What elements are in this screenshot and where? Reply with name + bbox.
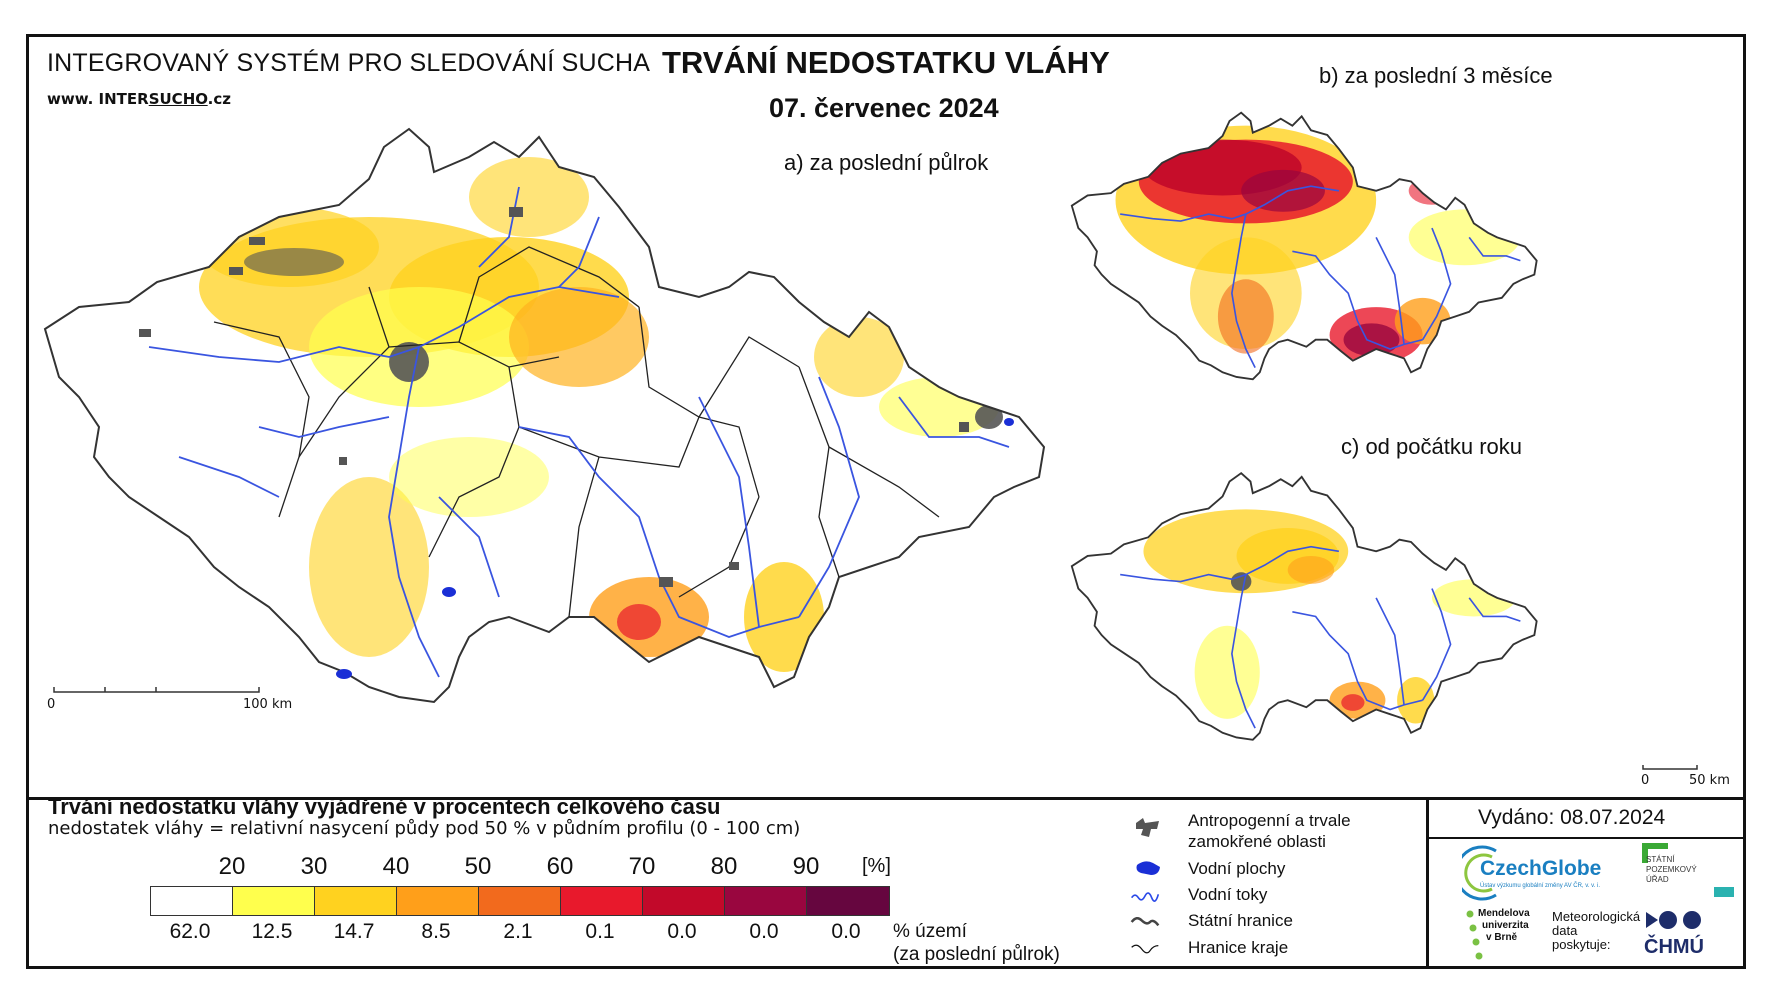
czechglobe-logo: CzechGlobe Ústav výzkumu globální změny …	[1462, 845, 1612, 905]
key-state-border: Státní hranice	[1188, 911, 1293, 930]
main-title: TRVÁNÍ NEDOSTATKU VLÁHY	[662, 45, 1110, 80]
tick-20: 20	[218, 853, 246, 880]
czechglobe-arc-icon	[1462, 845, 1497, 901]
tick-30: 30	[300, 853, 328, 880]
key-rivers: Vodní toky	[1188, 885, 1268, 904]
legend-value-4: 2.1	[503, 920, 533, 943]
date-title: 07. červenec 2024	[769, 93, 999, 123]
spu-mark-icon	[1642, 843, 1668, 863]
legend-swatch-6	[643, 887, 725, 915]
chmu-mark-icon	[1646, 911, 1701, 929]
legend-value-5: 0.1	[585, 920, 615, 943]
spu-logo: STÁTNÍ POZEMKOVÝ ÚŘAD	[1642, 843, 1742, 903]
area-label-line2: (za poslední půlrok)	[893, 944, 1060, 965]
meteo-line3: poskytuje:	[1552, 937, 1611, 952]
legend-value-2: 14.7	[333, 920, 375, 943]
scale-main-zero: 0	[47, 697, 56, 712]
web-suffix: .cz	[207, 90, 231, 108]
meteo-line2: data	[1552, 923, 1578, 938]
mendel-dots-icon	[1466, 910, 1483, 960]
legend-swatch-2	[315, 887, 397, 915]
meteo-line1: Meteorologická	[1552, 909, 1641, 924]
spu-teal-mark-icon	[1714, 887, 1734, 897]
spu-text: STÁTNÍ POZEMKOVÝ ÚŘAD	[1646, 855, 1697, 885]
tick-80: 80	[710, 853, 738, 880]
tick-50: 50	[464, 853, 492, 880]
legend-value-6: 0.0	[667, 920, 697, 943]
divider-horizontal	[29, 797, 1743, 800]
legend-swatch-0	[151, 887, 233, 915]
map-frame: INTEGROVANÝ SYSTÉM PRO SLEDOVÁNÍ SUCHA w…	[26, 34, 1746, 969]
legend-subtitle: nedostatek vláhy = relativní nasycení pů…	[48, 818, 801, 839]
spu-line2: POZEMKOVÝ	[1646, 865, 1697, 874]
key-region-border: Hranice kraje	[1188, 938, 1289, 957]
czechglobe-text: CzechGlobe	[1480, 857, 1602, 880]
legend-value-1: 12.5	[251, 920, 293, 943]
legend-swatch-8	[807, 887, 889, 915]
river-icon	[1130, 892, 1160, 902]
urban-area-icon	[1136, 818, 1159, 837]
mendel-text: Mendelova univerzita v Brně	[1478, 908, 1530, 944]
meteo-data-text: Meteorologická data poskytuje:	[1552, 910, 1640, 952]
legend-ticks: 20 30 40 50 60 70 80 90	[150, 853, 950, 883]
mendel-line1: Mendelova	[1478, 908, 1530, 919]
key-urban-line1: Antropogenní a trvale	[1188, 811, 1351, 830]
key-urban-line2: zamokřené oblasti	[1188, 832, 1326, 851]
issued-date: Vydáno: 08.07.2024	[1478, 806, 1666, 829]
area-label-line1: % území	[893, 921, 967, 942]
map-c-year-to-date	[1070, 471, 1538, 741]
legend-unit: [%]	[862, 855, 891, 877]
scale-small-end: 50 km	[1689, 773, 1730, 788]
tick-70: 70	[628, 853, 656, 880]
tick-60: 60	[546, 853, 574, 880]
legend-swatch-3	[397, 887, 479, 915]
legend-value-7: 0.0	[749, 920, 779, 943]
legend-area-label: % území (za poslední půlrok)	[893, 920, 1060, 966]
legend-value-8: 0.0	[831, 920, 861, 943]
divider-vertical	[1426, 797, 1429, 969]
mendel-line2: univerzita	[1482, 920, 1529, 931]
divider-issued	[1426, 837, 1746, 839]
scale-main-end: 100 km	[243, 697, 293, 712]
water-body-icon	[1136, 861, 1160, 875]
czechglobe-subtext: Ústav výzkumu globální změny AV ČR, v. v…	[1480, 883, 1601, 889]
scale-small-zero: 0	[1641, 773, 1650, 788]
chmu-text: ČHMÚ	[1644, 936, 1704, 958]
tick-40: 40	[382, 853, 410, 880]
tick-90: 90	[792, 853, 820, 880]
map-area: INTEGROVANÝ SYSTÉM PRO SLEDOVÁNÍ SUCHA w…	[29, 37, 1743, 797]
legend-color-bar	[150, 886, 890, 916]
key-water-bodies: Vodní plochy	[1188, 859, 1286, 878]
legend-value-0: 62.0	[169, 920, 211, 943]
system-title: INTEGROVANÝ SYSTÉM PRO SLEDOVÁNÍ SUCHA	[47, 49, 651, 77]
web-prefix: www. INTER	[47, 90, 149, 108]
map-a-label: a) za poslední půlrok	[784, 150, 989, 175]
chmu-logo: ČHMÚ	[1640, 908, 1720, 968]
legend-swatch-7	[725, 887, 807, 915]
scale-small	[1642, 765, 1698, 770]
website-link[interactable]: www. INTERSUCHO.cz	[47, 90, 231, 108]
legend-value-3: 8.5	[421, 920, 451, 943]
map-b-three-months	[1070, 111, 1538, 381]
map-b-label: b) za poslední 3 měsíce	[1319, 63, 1553, 88]
legend-title: Trvání nedostatku vláhy vyjádřené v proc…	[48, 794, 721, 819]
mendel-line3: v Brně	[1486, 932, 1518, 943]
web-brand: SUCHO	[148, 90, 208, 108]
legend-swatch-4	[479, 887, 561, 915]
spu-line3: ÚŘAD	[1646, 875, 1669, 884]
map-a-half-year	[43, 127, 1046, 704]
legend-swatch-5	[561, 887, 643, 915]
legend-swatch-1	[233, 887, 315, 915]
spu-line1: STÁTNÍ	[1646, 855, 1675, 864]
mendel-university-logo: Mendelova univerzita v Brně	[1464, 908, 1544, 978]
map-c-label: c) od počátku roku	[1341, 434, 1522, 459]
state-border-icon	[1130, 916, 1160, 927]
region-border-icon	[1131, 944, 1159, 954]
